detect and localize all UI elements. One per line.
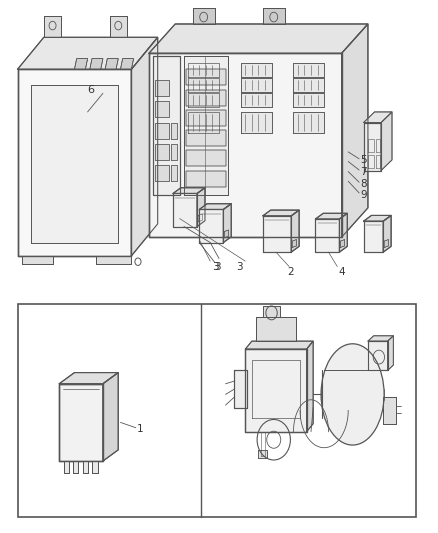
- Polygon shape: [199, 204, 231, 209]
- Polygon shape: [186, 171, 226, 187]
- Polygon shape: [241, 112, 272, 133]
- Polygon shape: [383, 215, 391, 252]
- Polygon shape: [110, 16, 127, 37]
- Text: 5: 5: [360, 155, 367, 165]
- Polygon shape: [368, 341, 388, 370]
- Polygon shape: [59, 373, 118, 384]
- Polygon shape: [83, 461, 88, 473]
- Polygon shape: [186, 110, 226, 126]
- Polygon shape: [197, 188, 205, 227]
- Polygon shape: [256, 317, 296, 341]
- Polygon shape: [368, 336, 393, 341]
- Polygon shape: [186, 69, 226, 85]
- Polygon shape: [149, 53, 342, 237]
- Polygon shape: [186, 130, 226, 146]
- Polygon shape: [155, 123, 169, 139]
- Text: 1: 1: [137, 424, 144, 434]
- Polygon shape: [155, 101, 169, 117]
- Polygon shape: [59, 384, 103, 461]
- Polygon shape: [364, 112, 392, 123]
- Text: 7: 7: [360, 167, 367, 176]
- Polygon shape: [153, 56, 180, 195]
- Polygon shape: [241, 93, 272, 107]
- Polygon shape: [120, 59, 134, 69]
- Text: 2: 2: [287, 267, 293, 277]
- Polygon shape: [74, 59, 88, 69]
- Polygon shape: [263, 216, 291, 252]
- Polygon shape: [92, 461, 98, 473]
- Polygon shape: [292, 239, 297, 247]
- Polygon shape: [184, 56, 228, 195]
- Polygon shape: [22, 256, 53, 264]
- Polygon shape: [155, 165, 169, 181]
- Polygon shape: [307, 341, 313, 432]
- Polygon shape: [105, 59, 118, 69]
- Polygon shape: [291, 210, 299, 252]
- Polygon shape: [193, 8, 215, 24]
- Polygon shape: [315, 219, 339, 252]
- Polygon shape: [90, 59, 103, 69]
- Polygon shape: [245, 349, 307, 432]
- Polygon shape: [364, 215, 391, 221]
- Polygon shape: [155, 144, 169, 160]
- Polygon shape: [342, 24, 368, 237]
- Polygon shape: [364, 221, 383, 252]
- Polygon shape: [293, 112, 324, 133]
- Polygon shape: [131, 37, 158, 256]
- Bar: [18, 304, 416, 517]
- Polygon shape: [171, 123, 177, 139]
- Text: 4: 4: [339, 267, 345, 277]
- Polygon shape: [171, 144, 177, 160]
- Polygon shape: [173, 188, 205, 193]
- Polygon shape: [171, 165, 177, 181]
- Polygon shape: [224, 230, 229, 238]
- Polygon shape: [384, 239, 389, 247]
- Polygon shape: [293, 78, 324, 92]
- Polygon shape: [188, 63, 219, 77]
- Polygon shape: [245, 341, 313, 349]
- Polygon shape: [388, 336, 393, 370]
- Polygon shape: [18, 69, 131, 256]
- Text: 3: 3: [237, 262, 243, 271]
- Polygon shape: [258, 450, 267, 458]
- Polygon shape: [223, 204, 231, 243]
- Polygon shape: [186, 150, 226, 166]
- Text: 9: 9: [360, 190, 367, 200]
- Polygon shape: [198, 214, 202, 222]
- Polygon shape: [31, 85, 118, 243]
- Polygon shape: [381, 112, 392, 171]
- Polygon shape: [199, 209, 223, 243]
- Polygon shape: [188, 93, 219, 107]
- Polygon shape: [241, 78, 272, 92]
- Polygon shape: [186, 90, 226, 106]
- Polygon shape: [73, 461, 78, 473]
- Polygon shape: [293, 63, 324, 77]
- Text: 3: 3: [212, 262, 219, 271]
- Polygon shape: [18, 37, 158, 69]
- Polygon shape: [44, 16, 61, 37]
- Polygon shape: [340, 239, 345, 247]
- Polygon shape: [364, 123, 381, 171]
- Polygon shape: [96, 256, 131, 264]
- Polygon shape: [315, 213, 347, 219]
- Polygon shape: [103, 373, 118, 461]
- Polygon shape: [155, 80, 169, 96]
- Polygon shape: [188, 78, 219, 92]
- Polygon shape: [339, 213, 347, 252]
- Ellipse shape: [321, 344, 384, 445]
- Polygon shape: [383, 397, 396, 424]
- Polygon shape: [188, 112, 219, 133]
- Text: 3: 3: [215, 262, 221, 271]
- Polygon shape: [173, 193, 197, 227]
- Polygon shape: [263, 8, 285, 24]
- Polygon shape: [64, 461, 69, 473]
- Polygon shape: [149, 24, 368, 53]
- Text: 8: 8: [360, 179, 367, 189]
- Polygon shape: [263, 306, 280, 317]
- Text: 6: 6: [88, 85, 95, 94]
- Polygon shape: [293, 93, 324, 107]
- Polygon shape: [241, 63, 272, 77]
- Polygon shape: [234, 370, 247, 408]
- Polygon shape: [263, 210, 299, 216]
